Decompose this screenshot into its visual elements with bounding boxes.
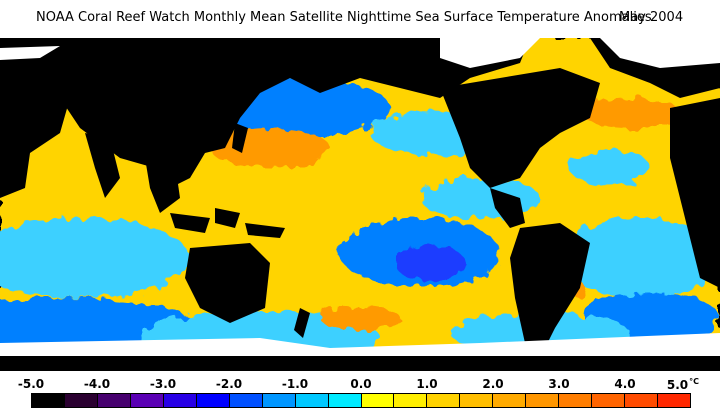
map-title-text: NOAA Coral Reef Watch Monthly Mean Satel…: [36, 10, 652, 25]
colorbar-swatch-19: [658, 394, 691, 407]
colorbar-swatch-12: [427, 394, 461, 407]
land-masses: [0, 38, 720, 371]
colorbar-tick-label: -5.0: [17, 377, 45, 391]
colorbar-swatch-4: [163, 394, 197, 407]
colorbar-swatch-2: [97, 394, 131, 407]
colorbar-swatch-16: [559, 394, 593, 407]
colorbar: [31, 393, 691, 408]
colorbar-swatch-18: [625, 394, 659, 407]
colorbar-tick-label: -4.0: [83, 377, 111, 391]
colorbar-swatch-0: [32, 394, 65, 407]
colorbar-swatch-17: [592, 394, 626, 407]
colorbar-tick-label: 0.0: [350, 377, 372, 391]
colorbar-tick-label: 5.0°C: [666, 377, 700, 392]
colorbar-tick-label: 2.0: [482, 377, 504, 391]
colorbar-swatch-10: [361, 394, 395, 407]
colorbar-swatch-8: [295, 394, 329, 407]
sst-anomaly-map: [0, 38, 720, 371]
unit-label: °C: [689, 377, 700, 386]
map-graphic: [0, 38, 720, 371]
sea-ice: [0, 38, 720, 356]
colorbar-swatch-6: [229, 394, 263, 407]
colorbar-swatch-14: [493, 394, 527, 407]
map-date: May 2004: [619, 10, 684, 25]
colorbar-swatch-5: [196, 394, 230, 407]
colorbar-tick-label: 1.0: [416, 377, 438, 391]
colorbar-tick-label: 3.0: [548, 377, 570, 391]
colorbar-swatch-9: [328, 394, 362, 407]
colorbar-tick-label: -1.0: [281, 377, 309, 391]
colorbar-labels: -5.0 -4.0 -3.0 -2.0 -1.0 0.0 1.0 2.0 3.0 4.0 5.0°C: [0, 377, 720, 393]
colorbar-swatch-3: [130, 394, 164, 407]
colorbar-swatch-7: [262, 394, 296, 407]
colorbar-swatch-1: [64, 394, 98, 407]
colorbar-swatch-13: [460, 394, 494, 407]
colorbar-swatch-11: [394, 394, 428, 407]
colorbar-swatch-15: [526, 394, 560, 407]
colorbar-tick-label: -2.0: [215, 377, 243, 391]
colorbar-tick-label: -3.0: [149, 377, 177, 391]
colorbar-tick-label: 4.0: [614, 377, 636, 391]
